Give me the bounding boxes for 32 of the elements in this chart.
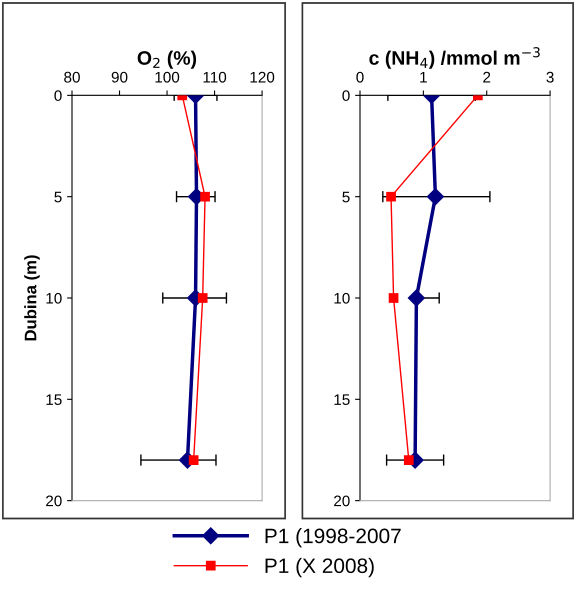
chart-title: O$_{2}$ (%) bbox=[138, 50, 196, 69]
y-tick-label: 20 bbox=[334, 496, 350, 506]
point bbox=[426, 188, 444, 206]
y-axis-title: Dubina (m) bbox=[24, 255, 40, 340]
x-tick-label: 1 bbox=[420, 72, 427, 82]
y-tick-label: 15 bbox=[46, 394, 62, 406]
x-tick-label: 110 bbox=[204, 72, 226, 83]
x-tick-label: 2 bbox=[483, 72, 490, 82]
y-tick-label: 0 bbox=[342, 90, 350, 102]
x-tick-label: 100 bbox=[155, 72, 180, 83]
point bbox=[388, 293, 398, 303]
y-tick-label: 5 bbox=[342, 192, 350, 202]
x-tick-label: 90 bbox=[112, 72, 128, 83]
x-tick-label: 0 bbox=[356, 72, 364, 83]
y-tick-label: 10 bbox=[334, 292, 350, 304]
x-tick-label: 80 bbox=[64, 72, 80, 83]
point bbox=[386, 192, 396, 202]
y-tick-label: 15 bbox=[334, 394, 350, 406]
point bbox=[188, 455, 199, 465]
x-tick-label: 3 bbox=[546, 72, 554, 83]
point bbox=[404, 455, 414, 465]
point bbox=[198, 293, 208, 303]
legend-label: P1 (1998-2007 bbox=[266, 528, 401, 548]
point bbox=[408, 289, 425, 307]
y-tick-label: 5 bbox=[54, 192, 62, 202]
x-tick-label: 120 bbox=[250, 72, 274, 83]
point bbox=[200, 192, 210, 202]
chart-title: c (NH$_{4}$) /mmol m$^{−3}$ bbox=[369, 47, 540, 69]
y-tick-label: 20 bbox=[46, 496, 62, 506]
y-tick-label: 0 bbox=[54, 90, 62, 102]
legend-label: P1 (X 2008) bbox=[266, 558, 374, 578]
y-tick-label: 10 bbox=[46, 292, 62, 304]
